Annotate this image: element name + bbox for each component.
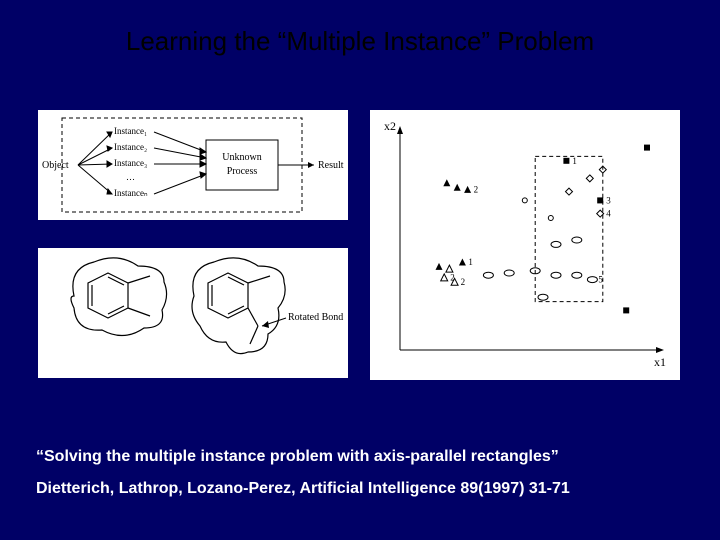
molecule-diagram: Rotated Bond: [38, 248, 348, 378]
svg-text:1: 1: [468, 257, 473, 267]
xlabel: x1: [654, 355, 666, 369]
process-diagram: Object Instance₁ Instance₂ Instance₃ … I…: [38, 110, 348, 220]
result-label: Result: [318, 160, 344, 171]
rotated-bond-label: Rotated Bond: [288, 312, 343, 323]
svg-text:5: 5: [598, 275, 603, 285]
svg-text:3: 3: [606, 195, 611, 205]
instance-label: Instance₁: [114, 126, 147, 136]
svg-text:2: 2: [474, 184, 479, 194]
slide-title: Learning the “Multiple Instance” Problem: [0, 26, 720, 57]
svg-text:4: 4: [606, 209, 611, 219]
scatter-plot: x2 x1 12341225: [370, 110, 680, 380]
process-box-line1: Unknown: [222, 152, 261, 163]
svg-text:…: …: [126, 172, 135, 182]
caption-line-2: Dietterich, Lathrop, Lozano-Perez, Artif…: [36, 480, 570, 498]
instance-label: Instance₂: [114, 142, 147, 152]
process-box-line2: Process: [227, 166, 258, 177]
svg-text:2: 2: [461, 277, 466, 287]
svg-text:1: 1: [572, 156, 577, 166]
object-label: Object: [42, 160, 69, 171]
svg-text:2: 2: [450, 272, 455, 282]
caption-line-1: “Solving the multiple instance problem w…: [36, 448, 559, 466]
ylabel: x2: [384, 119, 396, 133]
instance-label: Instanceₙ: [114, 188, 148, 198]
instance-label: Instance₃: [114, 158, 147, 168]
